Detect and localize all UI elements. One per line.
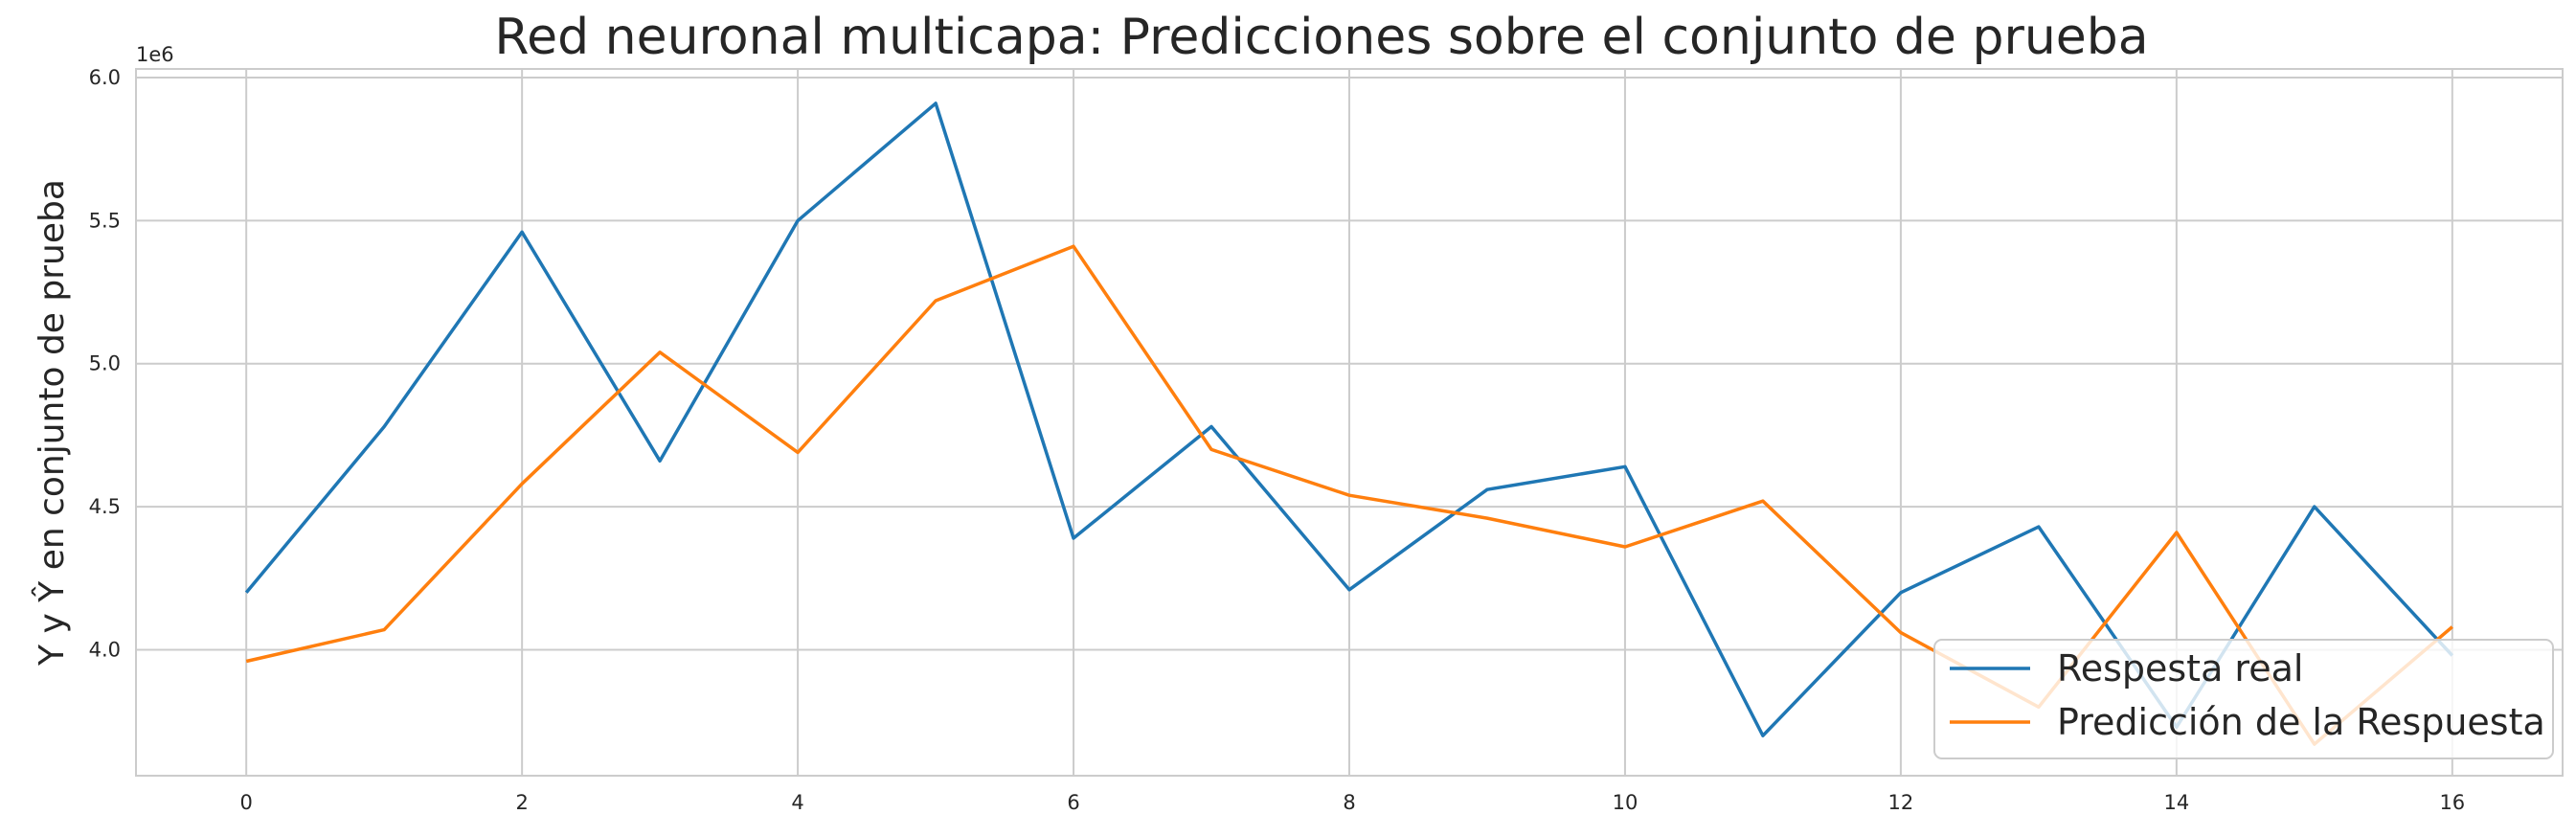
x-tick-label: 10: [1613, 791, 1638, 814]
x-tick-label: 8: [1343, 791, 1355, 814]
x-tick-label: 6: [1067, 791, 1079, 814]
x-tick-label: 2: [515, 791, 528, 814]
y-offset-label: 1e6: [136, 43, 174, 66]
y-tick-label: 4.0: [89, 639, 121, 662]
y-tick-label: 6.0: [89, 66, 121, 89]
x-axis-ticks: 0 2 4 6 8 10 12 14 16: [239, 791, 2465, 814]
x-tick-label: 16: [2439, 791, 2465, 814]
x-tick-label: 4: [791, 791, 803, 814]
legend-box: [1933, 639, 2554, 759]
x-tick-label: 12: [1888, 791, 1914, 814]
y-axis-label: Y y Ŷ en conjunto de prueba: [31, 179, 72, 667]
plot-area-frame: [135, 68, 2564, 777]
legend: Respesta real Predicción de la Respuesta: [1933, 639, 2554, 759]
x-tick-label: 14: [2163, 791, 2189, 814]
x-tick-label: 0: [239, 791, 252, 814]
chart-title: Red neuronal multicapa: Predicciones sob…: [494, 9, 2148, 66]
y-tick-label: 5.5: [89, 209, 121, 232]
legend-label-respesta-real: Respesta real: [2057, 647, 2303, 690]
y-axis-ticks: 4.0 4.5 5.0 5.5 6.0: [89, 66, 121, 662]
y-tick-label: 5.0: [89, 352, 121, 375]
y-tick-label: 4.5: [89, 495, 121, 518]
series-line-0: [244, 102, 2454, 737]
legend-label-prediccion: Predicción de la Respuesta: [2057, 701, 2545, 743]
